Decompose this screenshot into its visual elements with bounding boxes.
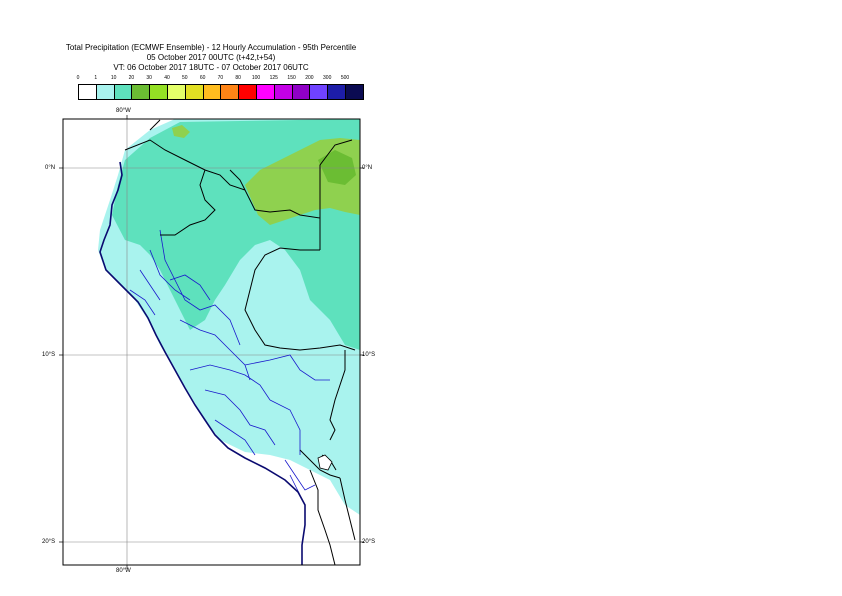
legend-label-12: 150	[287, 75, 296, 81]
legend-label-14: 300	[323, 75, 332, 81]
map-content	[63, 119, 360, 565]
legend-label-0: 0	[76, 75, 80, 81]
title-line-1: Total Precipitation (ECMWF Ensemble) - 1…	[65, 43, 357, 52]
lake-titicaca	[317, 454, 333, 471]
map-frame	[62, 118, 361, 566]
title-line-2: 05 October 2017 00UTC (t+42,t+54)	[146, 53, 276, 62]
legend-label-2: 10	[110, 75, 117, 81]
lon-label-bottom: 80°W	[116, 568, 131, 574]
precip-darkgreen-spot	[318, 150, 356, 185]
legend-swatch-15	[345, 84, 364, 100]
title-line-3: VT: 06 October 2017 18UTC - 07 October 2…	[113, 63, 309, 72]
legend-label-15: 500	[340, 75, 350, 81]
admin-boundaries	[129, 229, 330, 496]
lon-label-top: 80°W	[116, 108, 131, 114]
legend-label-4: 30	[146, 75, 152, 81]
lat-label-20-right: 20°S	[362, 539, 376, 545]
lat-label-20-left: 20°S	[42, 539, 56, 545]
legend-label-11: 125	[269, 75, 278, 81]
pacific-coastline	[99, 161, 306, 565]
precip-green-patch	[172, 125, 190, 138]
lat-label-0-right: 0°N	[362, 165, 373, 171]
lat-label-10-right: 10°S	[362, 352, 376, 358]
legend-label-5: 40	[164, 75, 170, 81]
lat-label-0-left: 0°N	[45, 165, 56, 171]
legend-label-8: 70	[217, 75, 224, 81]
tick-marks	[59, 115, 364, 569]
legend-label-1: 1	[94, 75, 98, 81]
legend-label-9: 80	[235, 75, 241, 81]
legend-label-10: 100	[251, 75, 261, 81]
lat-label-10-left: 10°S	[42, 352, 56, 358]
legend-label-13: 200	[305, 75, 314, 81]
legend-label-6: 50	[182, 75, 188, 81]
legend-label-7: 60	[199, 75, 206, 81]
legend-label-3: 20	[128, 75, 135, 81]
